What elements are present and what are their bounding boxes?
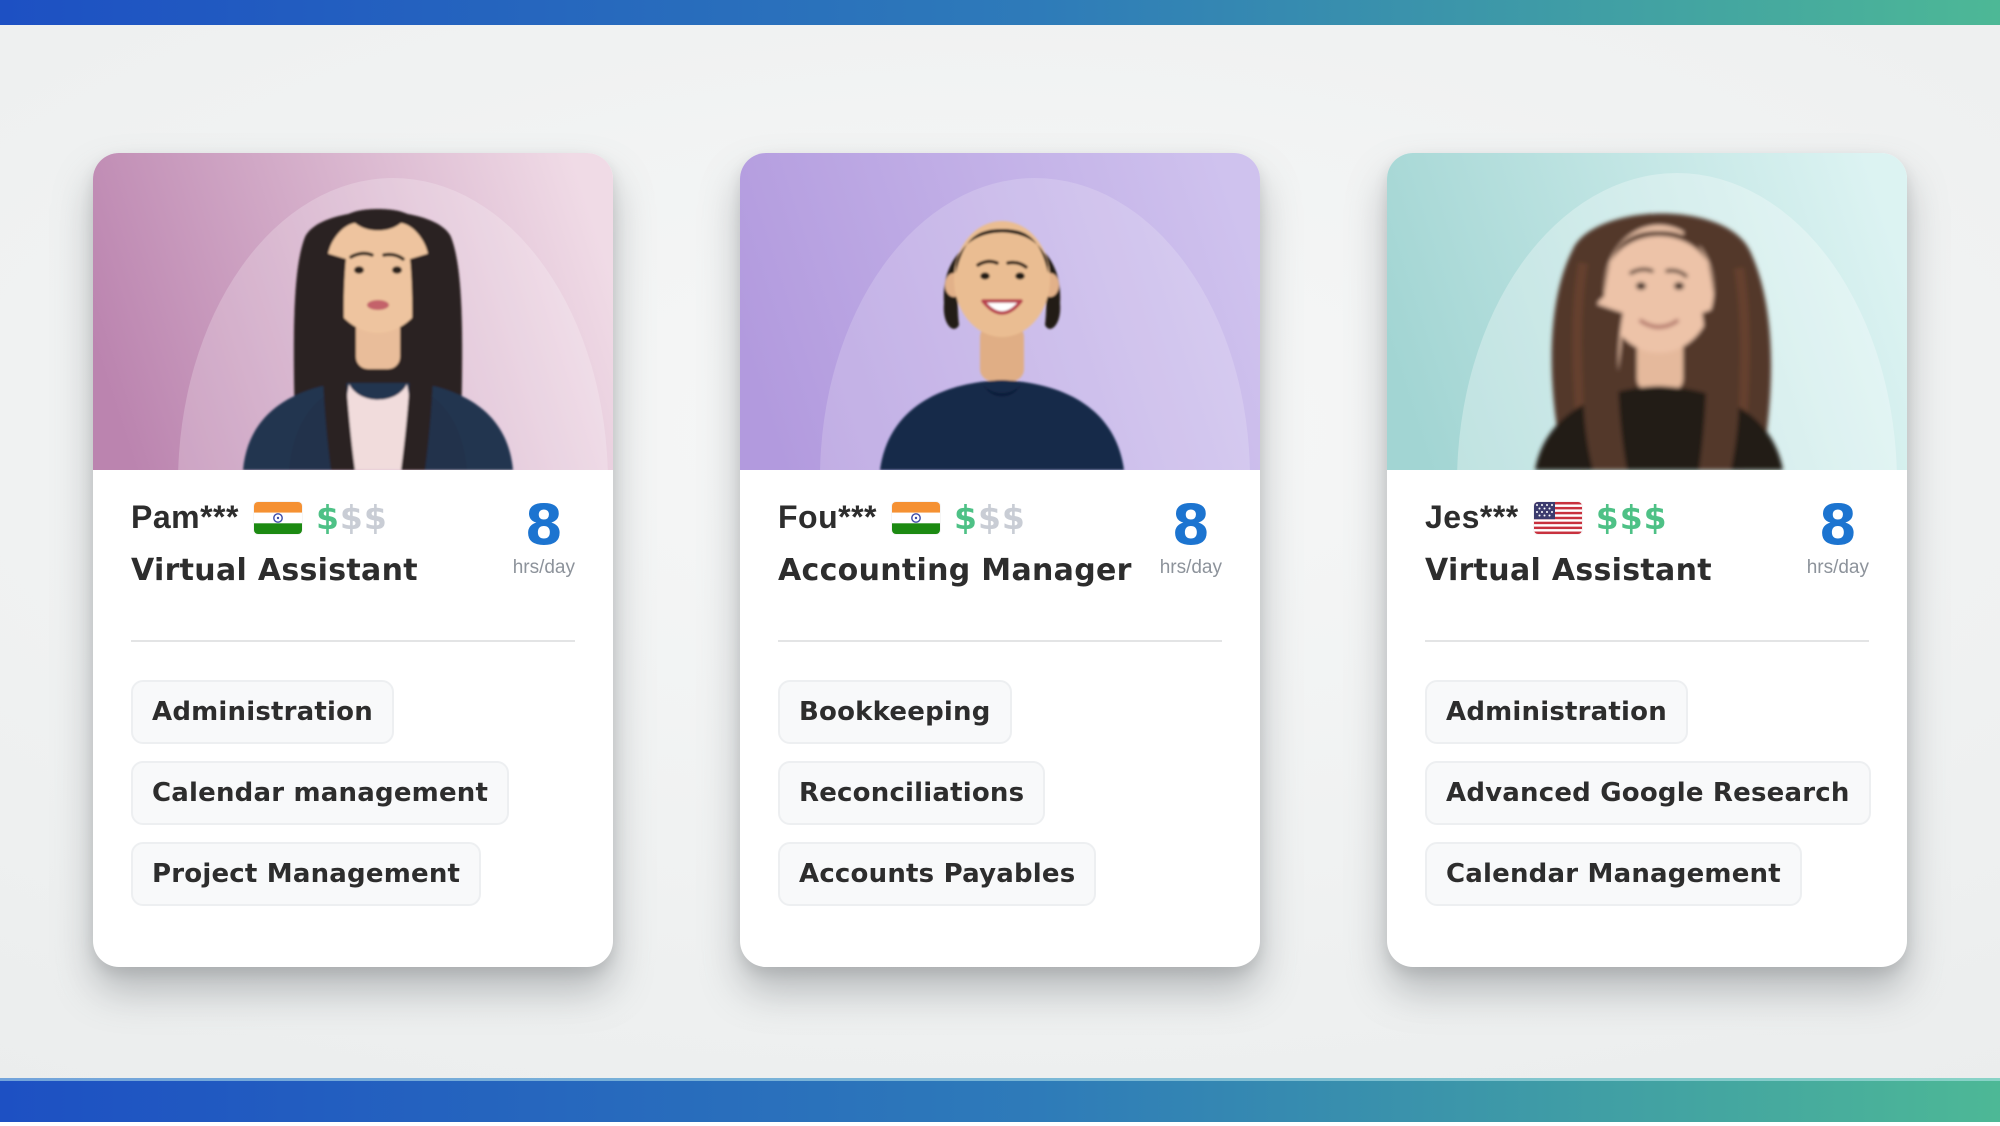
price-dollar-active: $ (315, 498, 340, 537)
profile-cards-row: Pam*** $$$ Virtual Assista (0, 153, 2000, 967)
hours-value: 8 (524, 493, 563, 557)
divider-line (778, 640, 1222, 642)
profile-card-fou[interactable]: Fou*** $$$ Accounting Mana (740, 153, 1260, 967)
skill-tag: Calendar Management (1425, 842, 1802, 906)
person-name: Jes*** (1425, 499, 1519, 535)
skill-tag: Project Management (131, 842, 482, 906)
profile-photo (740, 153, 1260, 470)
hours-value: 8 (1818, 493, 1857, 557)
availability-block: 8 hrs/day (513, 498, 575, 579)
top-gradient-bar (0, 0, 2000, 25)
india-flag-icon (253, 501, 302, 534)
price-level: $$$ (316, 498, 388, 537)
india-flag-icon (892, 501, 940, 534)
skill-tag: Advanced Google Research (1425, 761, 1871, 825)
profile-card-pam[interactable]: Pam*** $$$ Virtual Assista (93, 153, 613, 967)
role-title: Virtual Assistant (131, 553, 418, 588)
skill-tag: Accounts Payables (778, 842, 1097, 906)
person-name: Fou*** (778, 499, 877, 535)
hours-value: 8 (1171, 493, 1210, 557)
price-level: $$$ (954, 498, 1026, 537)
identity-block: Pam*** $$$ Virtual Assista (131, 498, 418, 588)
person-name: Pam*** (131, 499, 239, 535)
role-title: Accounting Manager (778, 553, 1132, 588)
us-flag-icon (1533, 501, 1582, 534)
hours-unit-label: hrs/day (1806, 557, 1869, 578)
availability-block: 8 hrs/day (1160, 498, 1222, 579)
bottom-gradient-bar (0, 1078, 2000, 1122)
divider-line (1425, 640, 1869, 642)
hours-unit-label: hrs/day (512, 557, 575, 578)
bottom-white-strip (0, 1122, 2000, 1126)
identity-block: Jes*** (1425, 498, 1712, 588)
profile-photo (1387, 153, 1907, 470)
skills-list: Administration Advanced Google Research … (1425, 680, 1871, 906)
skill-tag: Administration (131, 680, 394, 744)
skills-list: Bookkeeping Reconciliations Accounts Pay… (778, 680, 1222, 906)
price-level: $$$ (1596, 498, 1668, 537)
profile-photo-illustration-pam (93, 153, 613, 470)
skill-tag: Reconciliations (778, 761, 1046, 825)
hours-unit-label: hrs/day (1159, 557, 1222, 578)
price-dollar-active: $ (954, 498, 978, 537)
availability-block: 8 hrs/day (1807, 498, 1869, 579)
profile-card-jes[interactable]: Jes*** (1387, 153, 1907, 967)
skill-tag: Administration (1425, 680, 1688, 744)
price-dollar-inactive: $$ (977, 498, 1026, 537)
price-dollar-inactive: $$ (339, 498, 388, 537)
identity-block: Fou*** $$$ Accounting Mana (778, 498, 1132, 588)
price-dollar-active: $$$ (1595, 498, 1668, 537)
skill-tag: Bookkeeping (778, 680, 1012, 744)
divider-line (131, 640, 575, 642)
profile-photo-illustration-jes (1387, 153, 1907, 470)
profile-photo-illustration-fou (740, 153, 1260, 470)
role-title: Virtual Assistant (1425, 553, 1712, 588)
skills-list: Administration Calendar management Proje… (131, 680, 575, 906)
skill-tag: Calendar management (131, 761, 510, 825)
profile-photo (93, 153, 613, 470)
